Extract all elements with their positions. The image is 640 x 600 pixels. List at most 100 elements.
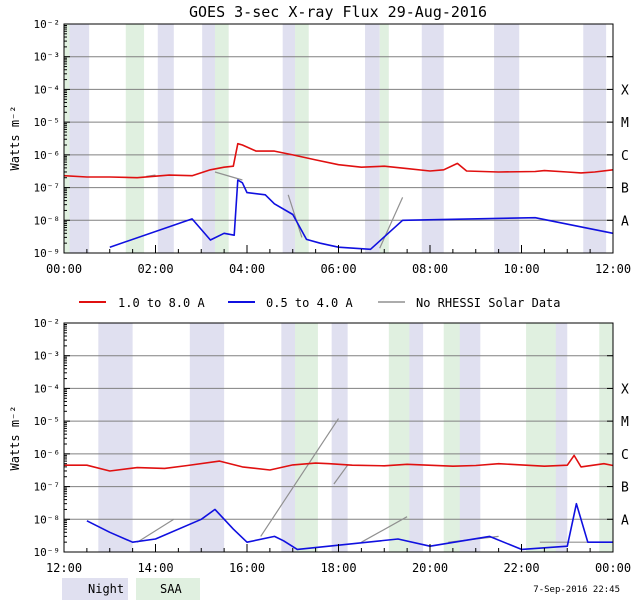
top-grid (64, 56, 613, 221)
bottom-xticks: 12:00 14:00 16:00 18:00 20:00 22:00 00:00 (46, 544, 631, 575)
bottom-series (64, 418, 614, 551)
saa-band (526, 323, 556, 552)
top-series (63, 142, 614, 251)
top-y-axis-label: Watts m⁻² (8, 105, 22, 170)
short-channel-series (86, 502, 613, 551)
x-tick-label: 22:00 (503, 561, 539, 575)
night-band (98, 323, 133, 552)
flare-class-label: B (621, 182, 629, 197)
short-channel-series (109, 179, 614, 251)
band-key: Night SAA (62, 578, 200, 600)
saa-band (64, 24, 70, 253)
x-tick-label: 04:00 (229, 262, 265, 276)
saa-band (388, 323, 410, 552)
legend-long-label: 1.0 to 8.0 A (118, 296, 205, 310)
footer-timestamp: 7-Sep-2016 22:45 (533, 585, 620, 595)
no-rhessi-series (214, 171, 243, 181)
saa-band (295, 323, 318, 552)
x-tick-label: 20:00 (412, 561, 448, 575)
long-channel-series (63, 142, 614, 179)
saa-band (599, 323, 613, 552)
saa-key-label: SAA (160, 582, 182, 596)
top-flare-classes: A B C M X (621, 83, 629, 229)
flare-class-label: C (621, 149, 629, 164)
x-tick-label: 18:00 (320, 561, 356, 575)
x-tick-label: 02:00 (137, 262, 173, 276)
panel-top: 10⁻⁹ 10⁻⁸ 10⁻⁷ 10⁻⁶ 10⁻⁵ 10⁻⁴ 10⁻³ 10⁻² 00:00 02… (8, 18, 631, 276)
night-band (494, 24, 520, 253)
night-band (282, 24, 296, 253)
bottom-y-axis-label: Watts m⁻² (8, 405, 22, 470)
y-tick-label: 10⁻⁸ (34, 513, 61, 526)
night-band (421, 24, 444, 253)
saa-band (295, 24, 309, 253)
night-band (189, 323, 225, 552)
bottom-bands (98, 323, 613, 552)
flare-class-label: A (621, 214, 629, 229)
flare-class-label: B (621, 481, 629, 496)
bottom-flare-classes: A B C M X (621, 382, 629, 528)
figure-title: GOES 3-sec X-ray Flux 29-Aug-2016 (189, 3, 487, 21)
night-band (202, 24, 215, 253)
x-tick-label: 16:00 (229, 561, 265, 575)
legend-norhessi-label: No RHESSI Solar Data (416, 296, 561, 310)
y-tick-label: 10⁻⁹ (34, 546, 61, 559)
no-rhessi-series (333, 464, 349, 485)
night-band (583, 24, 607, 253)
y-tick-label: 10⁻⁷ (34, 481, 61, 494)
x-tick-label: 12:00 (46, 561, 82, 575)
saa-band (443, 323, 460, 552)
saa-band (379, 24, 389, 253)
y-tick-label: 10⁻⁵ (34, 415, 61, 428)
night-key-label: Night (88, 582, 124, 596)
no-rhessi-series (136, 518, 175, 543)
bottom-grid (64, 355, 613, 520)
long-channel-series (64, 454, 614, 472)
flare-class-label: M (621, 415, 629, 430)
x-tick-label: 12:00 (595, 262, 631, 276)
flare-class-label: X (621, 83, 629, 98)
saa-band (125, 24, 145, 253)
saa-key-swatch (136, 578, 200, 600)
y-tick-label: 10⁻⁴ (34, 83, 61, 96)
flare-class-label: A (621, 513, 629, 528)
legend: 1.0 to 8.0 A 0.5 to 4.0 A No RHESSI Sola… (79, 296, 561, 310)
y-tick-label: 10⁻⁵ (34, 116, 61, 129)
flare-class-label: C (621, 448, 629, 463)
y-tick-label: 10⁻⁹ (34, 247, 61, 260)
no-rhessi-series (361, 516, 408, 543)
top-bands (64, 24, 607, 253)
flare-class-label: M (621, 116, 629, 131)
saa-band (214, 24, 229, 253)
bottom-yticks: 10⁻⁹ 10⁻⁸ 10⁻⁷ 10⁻⁶ 10⁻⁵ 10⁻⁴ 10⁻³ 10⁻² (34, 317, 613, 559)
night-band (68, 24, 90, 253)
night-band (157, 24, 174, 253)
x-tick-label: 14:00 (137, 561, 173, 575)
night-band (457, 323, 481, 552)
x-tick-label: 06:00 (320, 262, 356, 276)
y-tick-label: 10⁻⁶ (34, 448, 61, 461)
night-key-swatch (62, 578, 128, 600)
y-tick-label: 10⁻³ (34, 51, 61, 64)
y-tick-label: 10⁻² (34, 317, 61, 330)
x-tick-label: 00:00 (46, 262, 82, 276)
flare-class-label: X (621, 382, 629, 397)
top-yticks: 10⁻⁹ 10⁻⁸ 10⁻⁷ 10⁻⁶ 10⁻⁵ 10⁻⁴ 10⁻³ 10⁻² (34, 18, 613, 260)
y-tick-label: 10⁻³ (34, 350, 61, 363)
x-tick-label: 00:00 (595, 561, 631, 575)
no-rhessi-series (379, 197, 404, 249)
top-xticks: 00:00 02:00 04:00 06:00 08:00 10:00 12:00 (46, 245, 631, 276)
panel-bottom: 10⁻⁹ 10⁻⁸ 10⁻⁷ 10⁻⁶ 10⁻⁵ 10⁻⁴ 10⁻³ 10⁻² 12:00 14… (8, 317, 631, 575)
x-tick-label: 08:00 (412, 262, 448, 276)
top-plot-frame (63, 23, 614, 254)
y-tick-label: 10⁻⁷ (34, 182, 61, 195)
y-tick-label: 10⁻⁸ (34, 214, 61, 227)
y-tick-label: 10⁻² (34, 18, 61, 31)
y-tick-label: 10⁻⁴ (34, 382, 61, 395)
night-band (331, 323, 348, 552)
legend-short-label: 0.5 to 4.0 A (266, 296, 353, 310)
y-tick-label: 10⁻⁶ (34, 149, 61, 162)
no-rhessi-series (287, 194, 303, 238)
